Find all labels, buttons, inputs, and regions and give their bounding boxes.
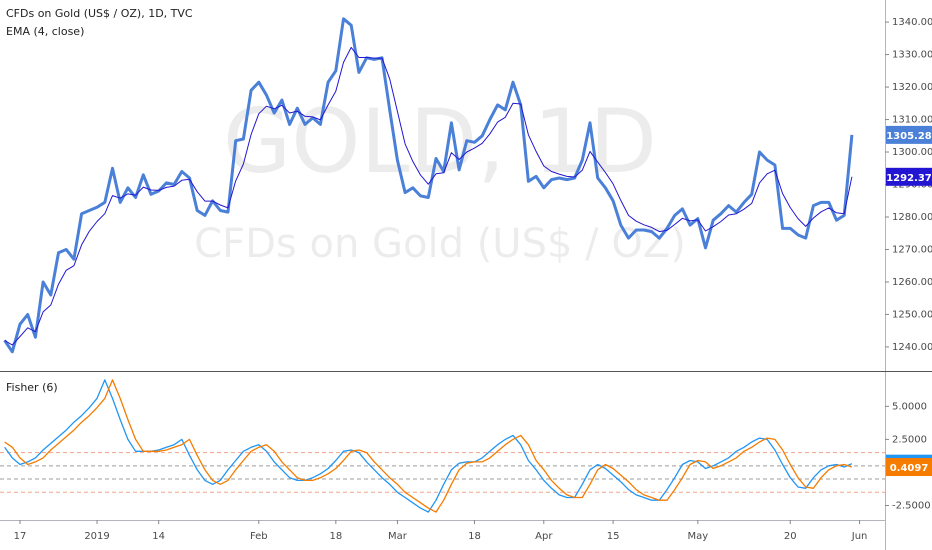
x-tick-label: 15 <box>607 531 620 542</box>
x-tick-label: 18 <box>329 531 342 542</box>
x-tick-label: 17 <box>14 531 27 542</box>
x-tick-label: Apr <box>535 531 553 542</box>
last-value-label: 1305.28 <box>886 131 932 142</box>
last-value-badge <box>886 458 932 477</box>
x-tick-label: 2019 <box>84 531 109 542</box>
pane-title: Fisher (6) <box>6 381 58 394</box>
last-value-badge <box>886 125 932 144</box>
y-tick-label: 1330.00 <box>892 50 932 61</box>
y-tick-label: 1300.00 <box>892 147 932 158</box>
x-tick-label: 20 <box>784 531 797 542</box>
y-tick-label: 1340.00 <box>892 17 932 28</box>
y-tick-label: -2.5000 <box>892 500 931 511</box>
x-tick-label: 18 <box>468 531 481 542</box>
last-value-badge <box>886 167 932 186</box>
series-line <box>3 17 854 354</box>
chart-title: CFDs on Gold (US$ / OZ), 1D, TVC <box>6 7 193 20</box>
x-tick-label: Jun <box>851 531 868 542</box>
y-tick-label: 1280.00 <box>892 212 932 223</box>
series-line <box>4 379 853 513</box>
x-tick-label: May <box>687 531 708 542</box>
y-tick-label: 1270.00 <box>892 244 932 255</box>
series-line <box>4 46 853 346</box>
last-value-label: 0.4097 <box>890 463 929 474</box>
y-tick-label: 2.5000 <box>892 434 927 445</box>
y-tick-label: 1260.00 <box>892 277 932 288</box>
x-tick-label: 14 <box>152 531 165 542</box>
y-tick-label: 1320.00 <box>892 82 932 93</box>
y-tick-label: 1310.00 <box>892 115 932 126</box>
x-tick-label: Mar <box>388 531 408 542</box>
last-value-label: 1292.37 <box>886 173 932 184</box>
x-tick-label: Feb <box>250 531 268 542</box>
y-tick-label: 1250.00 <box>892 309 932 320</box>
indicator-legend: EMA (4, close) <box>6 25 84 38</box>
watermark-subtitle: CFDs on Gold (US$ / OZ) <box>194 221 686 267</box>
y-tick-label: 5.0000 <box>892 401 927 412</box>
y-tick-label: 1240.00 <box>892 342 932 353</box>
